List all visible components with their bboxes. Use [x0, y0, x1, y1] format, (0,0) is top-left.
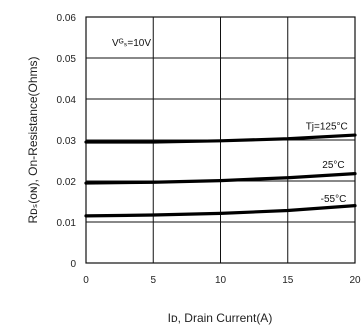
- y-tick-label: 0.05: [57, 54, 77, 65]
- y-tick-label: 0.04: [57, 95, 77, 106]
- x-axis-label: Iᴅ, Drain Current(A): [168, 311, 273, 325]
- y-tick-labels: 0 0.01 0.02 0.03 0.04 0.05 0.06: [57, 13, 77, 270]
- y-tick-label: 0.03: [57, 136, 77, 147]
- y-tick-label: 0.06: [57, 13, 77, 24]
- plot-frame: [85, 16, 356, 264]
- y-axis-label: Rᴅₛ(ᴏɴ), On-Resistance(Ohms): [26, 56, 40, 223]
- x-tick-labels: 0 5 10 15 20: [83, 275, 361, 286]
- y-tick-label: 0.02: [57, 177, 77, 188]
- series-label: 25°C: [322, 160, 344, 171]
- series-line: [84, 204, 357, 218]
- series-label: Tj=125°C: [306, 122, 348, 133]
- x-tick-label: 20: [349, 275, 361, 286]
- y-tick-label: 0: [70, 259, 76, 270]
- x-tick-label: 10: [215, 275, 227, 286]
- x-tick-label: 5: [150, 275, 156, 286]
- x-tick-label: 0: [83, 275, 89, 286]
- condition-label: Vᴳₛ=10V: [112, 38, 151, 49]
- series-line: [84, 133, 357, 144]
- curves: [84, 133, 357, 218]
- series-line: [84, 172, 357, 185]
- y-tick-label: 0.01: [57, 218, 77, 229]
- x-tick-label: 15: [282, 275, 294, 286]
- series-labels: Tj=125°C 25°C -55°C: [306, 122, 348, 206]
- series-label: -55°C: [321, 194, 347, 205]
